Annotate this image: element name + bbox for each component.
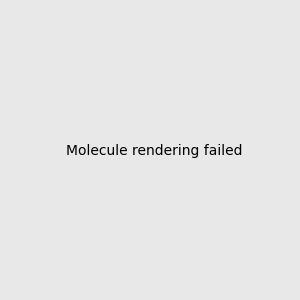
Text: Molecule rendering failed: Molecule rendering failed xyxy=(65,145,242,158)
